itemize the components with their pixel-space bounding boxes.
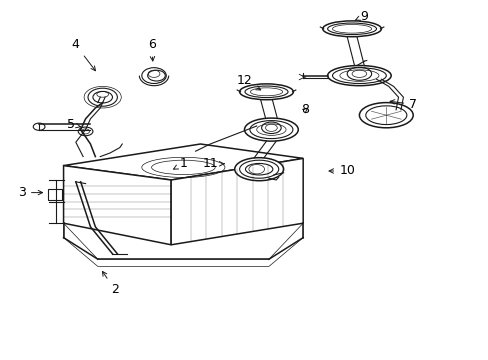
Text: 9: 9 <box>354 10 367 23</box>
Text: 5: 5 <box>67 118 81 131</box>
Polygon shape <box>63 166 171 245</box>
Text: 1: 1 <box>173 157 187 170</box>
Text: 12: 12 <box>236 75 260 90</box>
Ellipse shape <box>234 158 283 181</box>
Bar <box>48 189 61 200</box>
Text: 8: 8 <box>301 103 309 116</box>
Ellipse shape <box>239 84 293 100</box>
Text: 3: 3 <box>18 186 42 199</box>
Ellipse shape <box>244 118 298 141</box>
Polygon shape <box>171 158 303 245</box>
Text: 11: 11 <box>202 157 224 170</box>
Ellipse shape <box>322 21 381 37</box>
Ellipse shape <box>359 103 412 128</box>
Text: 2: 2 <box>102 271 119 296</box>
Text: 4: 4 <box>72 39 95 71</box>
Ellipse shape <box>327 66 390 86</box>
Polygon shape <box>63 144 303 180</box>
Text: 7: 7 <box>389 98 416 111</box>
Text: 6: 6 <box>147 39 155 61</box>
Text: 10: 10 <box>328 165 354 177</box>
